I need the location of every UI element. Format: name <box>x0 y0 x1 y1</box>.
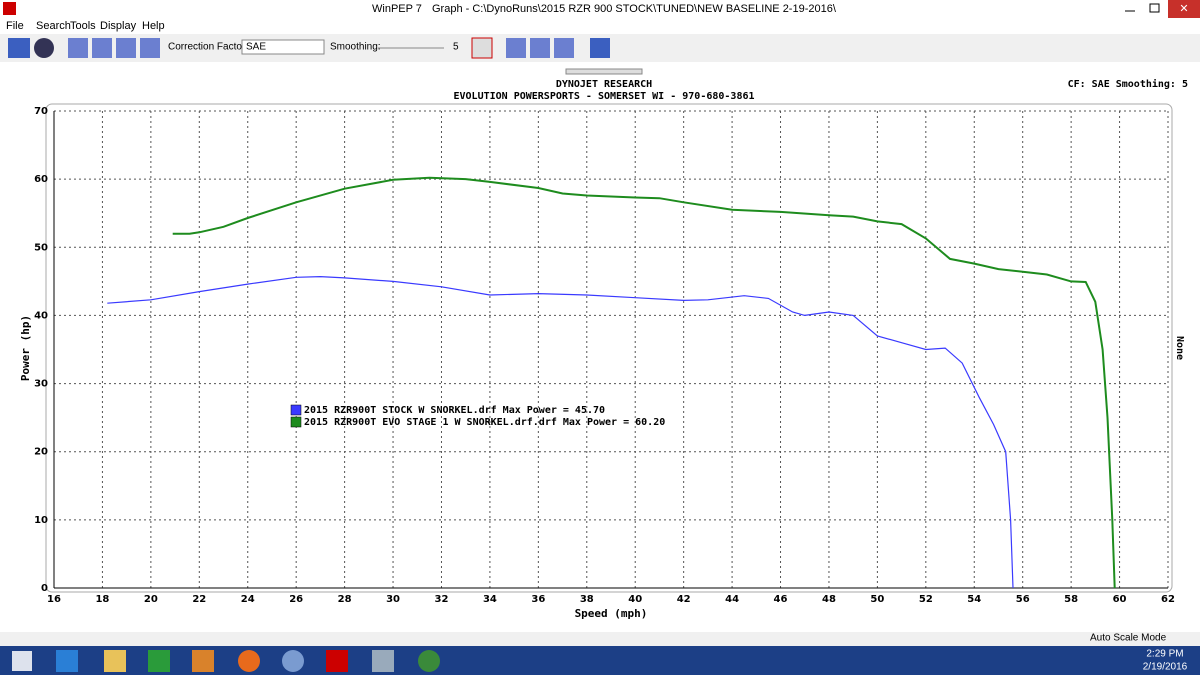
x-tick-label: 36 <box>531 594 545 605</box>
tool-button[interactable] <box>530 38 550 58</box>
x-tick-label: 48 <box>822 594 836 605</box>
x-tick-label: 52 <box>919 594 933 605</box>
tool-button[interactable] <box>68 38 88 58</box>
y-tick-label: 60 <box>34 174 48 185</box>
taskbar-app[interactable] <box>148 650 170 672</box>
tool-button[interactable] <box>590 38 610 58</box>
taskbar-app[interactable] <box>56 650 78 672</box>
x-tick-label: 62 <box>1161 594 1175 605</box>
y-tick-label: 10 <box>34 515 48 526</box>
tool-button[interactable] <box>140 38 160 58</box>
x-tick-label: 32 <box>435 594 449 605</box>
tool-button[interactable] <box>506 38 526 58</box>
menu: File Search Tools Display Help <box>6 20 165 32</box>
x-tick-label: 40 <box>628 594 642 605</box>
x-tick-label: 58 <box>1064 594 1078 605</box>
y-axis-label: Power (hp) <box>19 315 32 381</box>
correction-select[interactable] <box>241 39 325 55</box>
y-tick-label: 40 <box>34 310 48 321</box>
y-tick-label: 0 <box>41 583 48 594</box>
taskbar-app[interactable] <box>326 650 348 672</box>
x-tick-label: 30 <box>386 594 400 605</box>
taskbar-icons <box>12 650 440 672</box>
menu-item[interactable]: Display <box>100 20 137 32</box>
app-icon <box>3 2 16 15</box>
x-tick-label: 24 <box>241 594 255 605</box>
plot-frame <box>45 103 1173 593</box>
taskbar-app[interactable] <box>282 650 304 672</box>
scroll-handle[interactable] <box>565 68 643 75</box>
taskbar <box>0 646 1200 675</box>
app-name: WinPEP 7 <box>372 3 422 15</box>
toolbar-icons <box>8 37 610 59</box>
taskbar-app[interactable] <box>192 650 214 672</box>
header-line2: EVOLUTION POWERSPORTS - SOMERSET WI - 97… <box>453 91 754 102</box>
tool-button[interactable] <box>554 38 574 58</box>
series-line <box>172 176 1116 589</box>
x-tick-label: 60 <box>1113 594 1127 605</box>
status-text: Auto Scale Mode <box>1090 633 1167 644</box>
series-line <box>107 275 1014 589</box>
x-tick-label: 44 <box>725 594 739 605</box>
tool-button[interactable] <box>34 38 54 58</box>
clock-date: 2/19/2016 <box>1143 662 1188 673</box>
start-button[interactable] <box>12 651 32 671</box>
correction-value: SAE <box>246 42 266 53</box>
x-tick-label: 16 <box>47 594 61 605</box>
status-bar <box>0 632 1200 646</box>
smoothing-label: Smoothing: <box>330 42 381 53</box>
tool-button[interactable] <box>92 38 112 58</box>
taskbar-app[interactable] <box>418 650 440 672</box>
y-tick-label: 70 <box>34 106 48 117</box>
menu-item[interactable]: Help <box>142 20 165 32</box>
y-tick-label: 20 <box>34 447 48 458</box>
x-tick-label: 42 <box>677 594 691 605</box>
legend-swatch <box>290 416 302 428</box>
tool-button[interactable] <box>8 38 30 58</box>
taskbar-app[interactable] <box>372 650 394 672</box>
header-right: CF: SAE Smoothing: 5 <box>1068 78 1188 90</box>
x-tick-label: 46 <box>774 594 788 605</box>
x-tick-label: 22 <box>192 594 206 605</box>
x-tick-label: 38 <box>580 594 594 605</box>
x-tick-label: 18 <box>95 594 109 605</box>
x-tick-label: 20 <box>144 594 158 605</box>
y-tick-label: 50 <box>34 242 48 253</box>
x-tick-label: 34 <box>483 594 497 605</box>
plot: 0 10 20 30 40 50 60 70 16 18 20 22 24 26 28 30 32 34 36 38 4… <box>19 106 1175 620</box>
taskbar-app[interactable] <box>104 650 126 672</box>
smoothing-value: 5 <box>453 42 459 53</box>
title-bar <box>0 0 1200 18</box>
menu-bar <box>0 18 1200 34</box>
legend-entry: 2015 RZR900T EVO STAGE 1 W SNORKEL.drf.d… <box>304 417 665 428</box>
x-tick-label: 26 <box>289 594 303 605</box>
x-axis-label: Speed (mph) <box>575 607 648 620</box>
taskbar-app[interactable] <box>238 650 260 672</box>
menu-item[interactable]: Tools <box>70 20 96 32</box>
clock-time: 2:29 PM <box>1146 649 1183 660</box>
x-tick-label: 56 <box>1016 594 1030 605</box>
window-title: Graph - C:\DynoRuns\2015 RZR 900 STOCK\T… <box>432 3 837 15</box>
legend-swatch <box>290 404 302 416</box>
correction-label: Correction Factor: <box>168 42 248 53</box>
x-tick-label: 50 <box>870 594 884 605</box>
tool-button[interactable] <box>116 38 136 58</box>
close[interactable] <box>1168 0 1200 18</box>
tool-button[interactable] <box>471 37 493 59</box>
x-tick-label: 54 <box>967 594 981 605</box>
menu-item[interactable]: Search <box>36 20 71 32</box>
y-tick-label: 30 <box>34 379 48 390</box>
side-label: None <box>1174 336 1185 360</box>
legend-entry: 2015 RZR900T STOCK W SNORKEL.drf Max Pow… <box>304 405 605 416</box>
header-line1: DYNOJET RESEARCH <box>556 79 652 90</box>
menu-item[interactable]: File <box>6 20 24 32</box>
restore[interactable] <box>1149 3 1160 13</box>
close-x: ✕ <box>1179 3 1188 15</box>
x-tick-label: 28 <box>338 594 352 605</box>
